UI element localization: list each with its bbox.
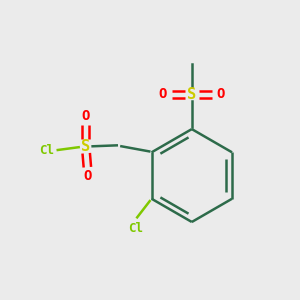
Text: O: O [217,87,225,101]
Text: S: S [187,87,196,102]
Text: Cl: Cl [40,144,55,158]
Text: Cl: Cl [128,221,143,235]
Text: O: O [81,109,90,123]
Text: O: O [158,87,167,101]
Text: S: S [81,139,90,154]
Text: O: O [84,169,92,184]
